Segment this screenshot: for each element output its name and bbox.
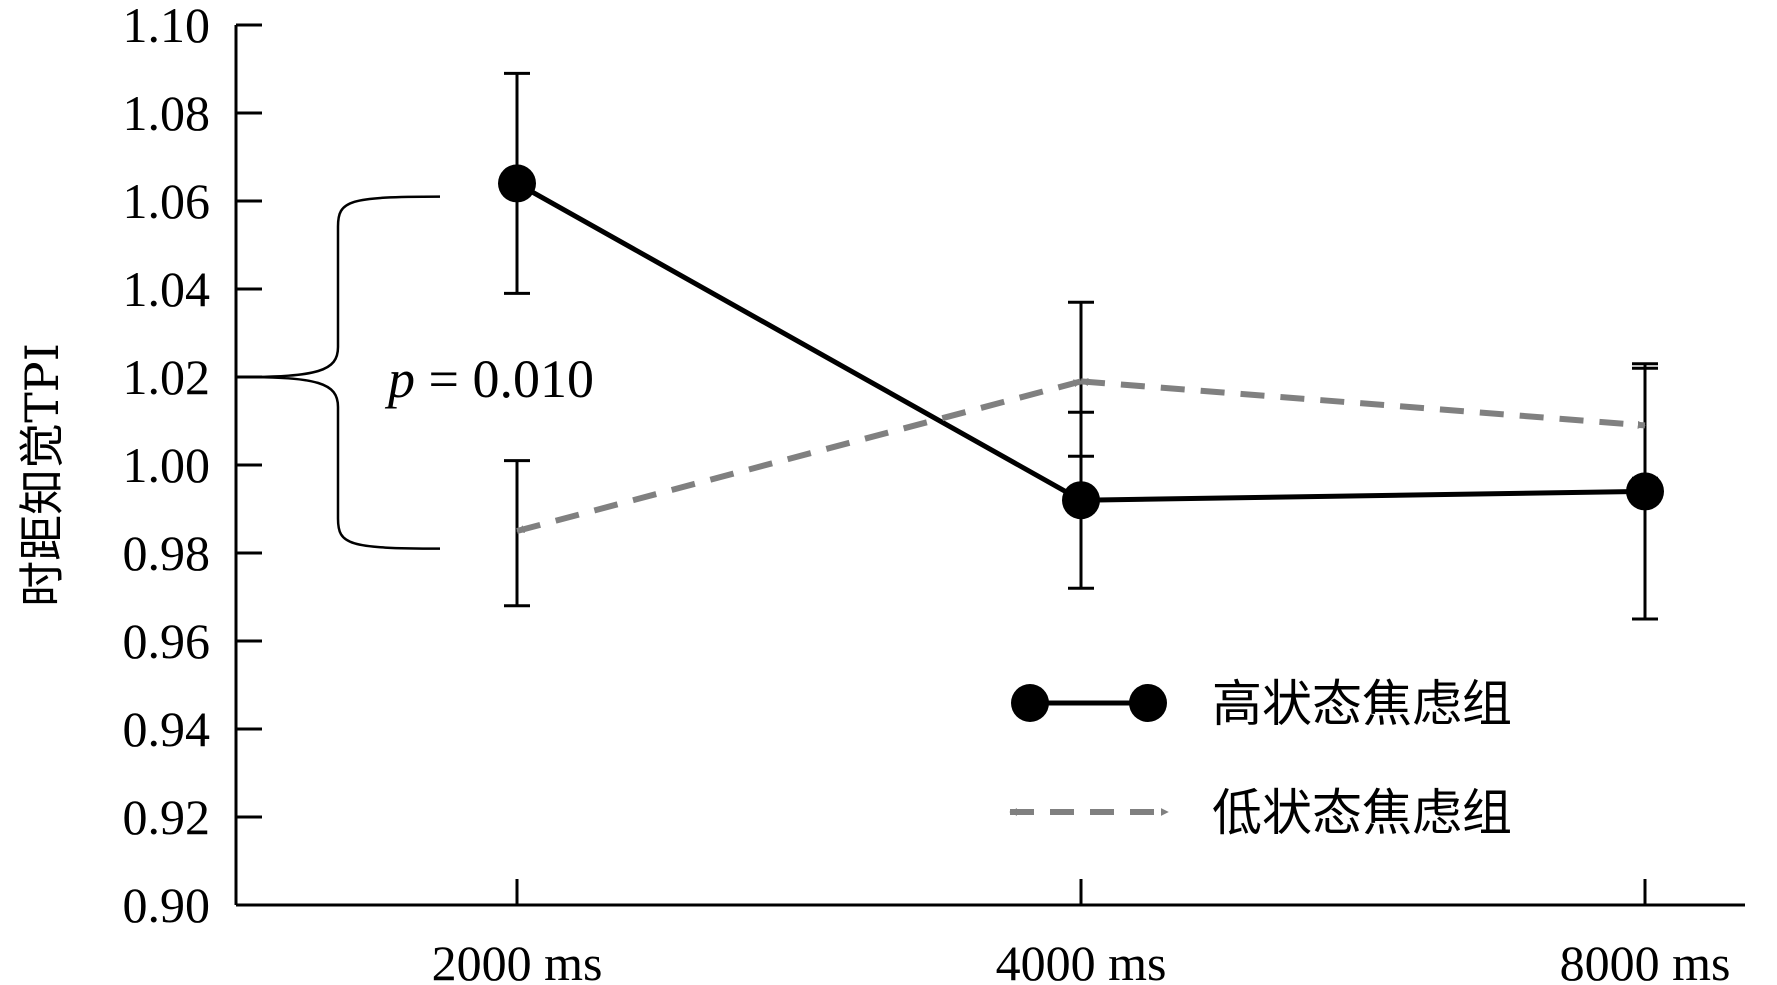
y-tick-label: 1.08 [123,85,211,141]
y-tick-label: 1.06 [123,173,211,229]
x-tick-label: 2000 ms [432,935,603,985]
y-axis-label: 时距知觉TPI [15,343,69,607]
legend-item: 高状态焦虑组 [1011,675,1512,733]
series-line-segment [515,181,1083,503]
y-tick-label: 1.04 [123,261,211,317]
legend-label: 低状态焦虑组 [1212,784,1512,842]
series-2 [504,300,1658,608]
y-tick-label: 0.90 [123,877,211,933]
legend-item: 低状态焦虑组 [1009,784,1512,842]
series-layer [498,71,1664,621]
annotation-value: = 0.010 [415,349,594,409]
y-axis-ticks: 0.90 0.92 0.94 0.96 0.98 1.00 1.02 1.04 1.06 1.08… [123,0,262,933]
series-line-segment [1080,488,1646,503]
annotation-p: p [384,349,415,409]
significance-annotation: p = 0.010 [384,349,594,409]
y-tick-label: 1.00 [123,437,211,493]
y-tick-label: 0.92 [123,789,211,845]
series-line-segment [516,378,1082,534]
legend-label: 高状态焦虑组 [1212,675,1512,733]
legend-marker [1129,684,1167,722]
x-tick-label: 8000 ms [1560,935,1731,985]
y-tick-label: 0.96 [123,613,211,669]
axes [234,25,1745,907]
y-tick-label: 0.94 [123,701,211,757]
y-tick-label: 0.98 [123,525,211,581]
series-line-segment [1080,377,1646,429]
significance-bracket [239,195,441,550]
y-tick-label: 1.02 [123,349,211,405]
data-point [1062,481,1100,520]
y-tick-label: 1.10 [123,0,211,53]
curly-brace [239,195,441,550]
x-axis-ticks: 2000 ms 4000 ms 8000 ms [432,879,1731,985]
data-point [498,164,536,203]
x-tick-label: 4000 ms [996,935,1167,985]
legend-marker [1011,684,1049,722]
data-point [1626,472,1664,511]
